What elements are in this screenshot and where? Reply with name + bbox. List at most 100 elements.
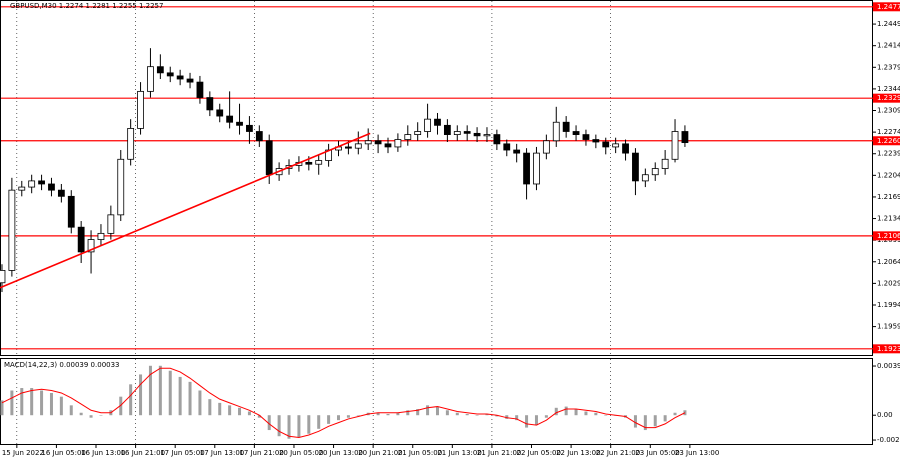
macd-bar [178, 376, 182, 416]
candle-body [473, 132, 481, 137]
macd-bar [495, 415, 499, 417]
candle-body [315, 160, 323, 165]
candle-body [127, 128, 135, 160]
candle-body [632, 152, 639, 182]
macd-panel [0, 358, 873, 445]
candle-body [414, 131, 422, 135]
candle-body [453, 131, 461, 135]
candle-body [28, 180, 36, 188]
macd-bar [20, 388, 24, 416]
candle-body [523, 152, 530, 185]
candle-body [384, 143, 392, 148]
candle-body [147, 66, 154, 92]
candle-body [196, 81, 204, 98]
level-label: 1.2329 [877, 94, 900, 102]
candle-body [463, 131, 471, 134]
x-tick-label: 15 Jun 2022 [2, 449, 44, 457]
macd-bar [574, 409, 578, 416]
macd-label: MACD(14,22,3) 0.00039 0.00033 [4, 361, 120, 369]
candle-body [38, 180, 45, 185]
macd-bar [426, 405, 430, 416]
candle-body [137, 90, 144, 129]
candle-body [166, 72, 174, 77]
macd-bar [277, 415, 281, 437]
main-panel [0, 0, 873, 356]
macd-bar [653, 415, 657, 427]
candle-body [572, 131, 580, 135]
x-tick-label: 16 Jun 05:00 [41, 449, 85, 457]
candle-body [404, 134, 412, 140]
candle-body [493, 134, 501, 145]
candle-body [265, 140, 273, 176]
candle-body [641, 174, 649, 182]
candle-body [255, 131, 263, 142]
x-tick-label: 17 Jun 13:00 [200, 449, 244, 457]
macd-bar [79, 412, 83, 416]
macd-bar [198, 390, 202, 416]
x-tick-label: 21 Jun 05:00 [398, 449, 442, 457]
macd-bar [89, 415, 93, 418]
macd-bar [594, 412, 598, 416]
candle-body [671, 131, 679, 160]
y-tick-label: 1.2274 [877, 128, 900, 136]
macd-bar [564, 406, 568, 416]
macd-bar [386, 413, 390, 416]
x-tick-label: 16 Jun 21:00 [121, 449, 165, 457]
macd-bar [139, 374, 143, 416]
trend-line [0, 132, 371, 289]
candle-body [206, 97, 214, 111]
macd-bar [148, 365, 152, 416]
macd-bar [158, 365, 162, 416]
x-tick-label: 21 Jun 21:00 [477, 449, 521, 457]
candle-body [87, 239, 95, 253]
level-tag [873, 136, 900, 146]
y-tick-label: 1.2064 [877, 258, 900, 266]
macd-bar [287, 415, 291, 439]
candle-body [602, 141, 610, 148]
macd-bar [257, 415, 261, 418]
macd-bar [505, 415, 509, 419]
y-tick-label: 1.2449 [877, 20, 900, 28]
macd-bar [247, 411, 251, 416]
candle-body [542, 140, 550, 154]
macd-bar [544, 415, 548, 418]
y-tick-label: 0.00 [877, 411, 893, 419]
macd-bar [69, 405, 73, 416]
candle-body [18, 186, 26, 191]
x-tick-label: 22 Jun 13:00 [556, 449, 600, 457]
candle-body [156, 66, 164, 74]
macd-bar [554, 407, 558, 416]
macd-bar [40, 390, 44, 416]
macd-bar [297, 415, 301, 438]
y-tick-label: 1.1994 [877, 301, 900, 309]
macd-bar [317, 415, 321, 429]
y-tick-label: 1.1959 [877, 323, 900, 331]
macd-bar [604, 415, 608, 416]
macd-bar [534, 415, 538, 426]
candle-body [77, 226, 85, 253]
candle-body [107, 214, 115, 234]
candle-body [651, 168, 659, 176]
macd-bar [475, 415, 479, 416]
y-tick-label: 1.2204 [877, 171, 900, 179]
candle-body [57, 189, 65, 197]
macd-bar [416, 409, 420, 416]
y-tick-label: 1.2169 [877, 193, 900, 201]
macd-bar [228, 405, 232, 416]
candle-body [236, 121, 243, 126]
macd-bar [584, 411, 588, 416]
candle-body [345, 146, 352, 149]
macd-bar [485, 413, 489, 416]
macd-bar [435, 406, 439, 416]
macd-bar [30, 388, 34, 416]
x-tick-label: 20 Jun 05:00 [279, 449, 323, 457]
candle-body [117, 158, 125, 216]
candle-body [226, 115, 234, 123]
macd-bar [673, 412, 677, 416]
macd-bar [218, 402, 222, 416]
candle-body [246, 124, 253, 132]
candle-body [533, 152, 540, 185]
y-tick-label: 1.2344 [877, 85, 900, 93]
candle-body [443, 124, 451, 135]
candle-body [424, 118, 431, 132]
